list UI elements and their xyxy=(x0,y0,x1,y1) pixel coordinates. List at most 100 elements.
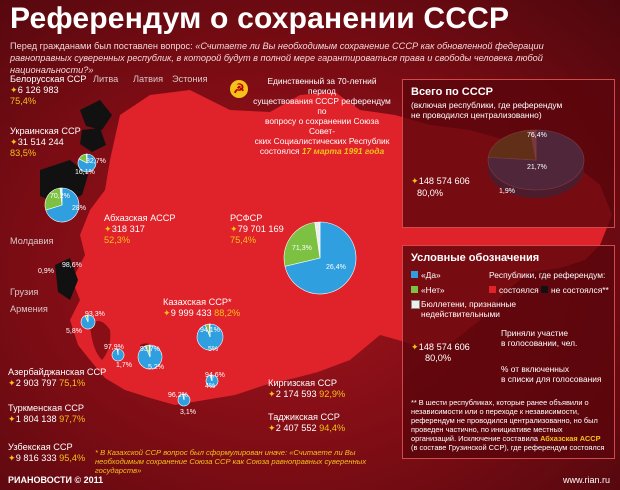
pin-icon: ✦ xyxy=(10,137,18,147)
belarus-yes-label: 82,7% xyxy=(86,158,106,165)
azerbaijan-voters-value: 2 903 797 xyxy=(15,378,57,388)
kyrgyz-pct: 92,9% xyxy=(319,389,346,399)
footer-url[interactable]: www.rian.ru xyxy=(562,475,610,485)
legend-pct-note1: % от включенных xyxy=(501,364,570,374)
center-note-date: 17 марта 1991 года xyxy=(301,146,385,156)
belarus-voters: ✦6 126 983 xyxy=(10,85,86,96)
legend-yes-swatch xyxy=(411,271,418,278)
region-turkmen: Туркменская ССР ✦1 804 138 97,7% xyxy=(8,403,85,425)
total-sub1: (включая республики, где референдум xyxy=(411,100,563,110)
legend-example-pct: 80,0% xyxy=(425,353,452,363)
total-panel: Всего по СССР (включая республики, где р… xyxy=(402,79,615,228)
center-note: Единственный за 70-летний период существ… xyxy=(253,76,391,156)
kazakh-voters-value: 9 999 433 xyxy=(170,308,212,318)
center-note-line1: Единственный за 70-летний период xyxy=(267,76,377,96)
legend-invalid2: недействительными xyxy=(421,309,500,319)
rsfsr-pie-invalid xyxy=(314,221,321,259)
kyrgyz-name: Киргизская ССР xyxy=(268,378,338,388)
legend-example-voters-value: 148 574 606 xyxy=(418,342,470,352)
footer-copyright: РИАНОВОСТИ © 2011 xyxy=(8,475,104,485)
belarus-pie-invalid xyxy=(86,153,88,164)
center-note-prefix: состоялся xyxy=(259,146,302,156)
tajik-no-label: 3,1% xyxy=(180,409,196,416)
page-title: Референдум о сохранении СССР xyxy=(10,2,510,35)
region-kazakh: Казахская ССР* ✦9 999 433 88,2% xyxy=(163,297,240,319)
legend-yes: «Да» xyxy=(421,270,441,280)
kyrgyz-pie-invalid xyxy=(211,374,213,382)
kyrgyz-yes-label: 94,6% xyxy=(205,372,225,379)
center-note-line2: существования СССР референдум по xyxy=(253,96,391,116)
legend-no-swatch xyxy=(411,286,418,293)
ukraine-voters: ✦31 514 244 xyxy=(10,137,81,148)
legend-invalid1: Бюллетени, признанные xyxy=(421,299,517,309)
legend-took-part1: Приняли участие xyxy=(501,328,568,338)
pin-icon: ✦ xyxy=(411,342,419,352)
rsfsr-yes-label: 71,3% xyxy=(292,245,312,252)
center-note-line3: вопросу о сохранении Союза Совет- xyxy=(265,116,379,136)
region-rsfsr: РСФСР ✦79 701 169 75,4% xyxy=(230,213,284,246)
label-lithuania: Литва xyxy=(93,74,119,84)
abkhazia-voters: ✦318 317 xyxy=(104,224,175,235)
ukraine-pie-invalid xyxy=(59,187,63,206)
ukraine-yes-label: 70,2% xyxy=(50,193,70,200)
ukraine-voters-value: 31 514 244 xyxy=(17,137,64,147)
label-armenia: Армения xyxy=(10,304,48,314)
abkhazia-yes-label: 98,6% xyxy=(62,262,82,269)
label-moldova: Молдавия xyxy=(10,236,54,246)
caspian-sea xyxy=(90,321,111,360)
kazakh-no-label: 5% xyxy=(208,346,219,353)
pin-icon: ✦ xyxy=(8,378,16,388)
abkhazia-name: Абхазская АССР xyxy=(104,213,176,223)
region-ukraine: Украинская ССР ✦31 514 244 83,5% xyxy=(10,126,81,159)
uzbek-voters: ✦9 816 333 95,4% xyxy=(8,453,85,464)
uzbek-voters-value: 9 816 333 xyxy=(15,453,57,463)
total-no-label: 21,7% xyxy=(527,164,547,171)
kyrgyz-no-label: 4% xyxy=(205,383,216,390)
azerbaijan-yes-label: 93,3% xyxy=(85,311,105,318)
legend-held-swatch xyxy=(489,286,496,293)
ukraine-pct: 83,5% xyxy=(10,148,37,158)
azerbaijan-voters: ✦2 903 797 75,1% xyxy=(8,378,106,389)
pin-icon: ✦ xyxy=(8,414,16,424)
caucasus-shape xyxy=(55,258,78,300)
pin-icon: ✦ xyxy=(268,389,276,399)
label-latvia: Латвия xyxy=(133,74,164,84)
abkhazia-no-label: 0,9% xyxy=(38,268,54,275)
legend-panel: Условные обозначения «Да» «Нет» Бюллетен… xyxy=(402,245,615,459)
label-georgia: Грузия xyxy=(10,287,39,297)
pin-icon: ✦ xyxy=(163,308,171,318)
ukraine-name: Украинская ССР xyxy=(10,126,81,136)
abkhazia-voters-value: 318 317 xyxy=(111,224,145,234)
turkmen-pct: 97,7% xyxy=(59,414,86,424)
ukraine-no-label: 28% xyxy=(72,205,87,212)
kazakh-note: * В Казахской ССР вопрос был сформулиров… xyxy=(95,448,367,475)
total-title: Всего по СССР xyxy=(411,86,493,98)
pin-icon: ✦ xyxy=(411,176,419,186)
uzbek-no-label: 5,2% xyxy=(148,364,164,371)
question-prefix: Перед гражданами был поставлен вопрос: xyxy=(10,41,196,51)
azerbaijan-name: Азербайджанская ССР xyxy=(8,367,107,377)
turkmen-name: Туркменская ССР xyxy=(8,403,85,413)
turkmen-voters-value: 1 804 138 xyxy=(15,414,57,424)
center-note-line4: ских Социалистических Республик xyxy=(254,136,390,146)
legend-footnote-end: (в составе Грузинской ССР), где референд… xyxy=(411,443,605,452)
azerbaijan-pct: 75,1% xyxy=(59,378,86,388)
kazakh-yes-label: 94,1% xyxy=(200,327,220,334)
legend-title: Условные обозначения xyxy=(411,252,540,264)
total-pct: 80,0% xyxy=(417,188,444,198)
ukraine-pie-no xyxy=(44,187,63,211)
region-belarus: Белорусская ССР ✦6 126 983 75,4% xyxy=(10,74,86,107)
belarus-name: Белорусская ССР xyxy=(10,74,87,84)
region-kyrgyz: Киргизская ССР ✦2 174 593 92,9% xyxy=(268,378,345,400)
legend-pct-note2: в списки для голосования xyxy=(501,374,602,384)
turkmen-voters: ✦1 804 138 97,7% xyxy=(8,414,85,425)
tajik-voters: ✦2 407 552 94,4% xyxy=(268,423,345,434)
total-voters-value: 148 574 606 xyxy=(418,176,470,186)
pin-icon: ✦ xyxy=(230,224,238,234)
ukraine-pie-yes xyxy=(45,187,80,223)
region-azerbaijan: Азербайджанская ССР ✦2 903 797 75,1% xyxy=(8,367,106,389)
abkhazia-pct: 52,3% xyxy=(104,235,131,245)
belarus-pct: 75,4% xyxy=(10,96,37,106)
uzbek-name: Узбекская ССР xyxy=(8,442,73,452)
total-voters: ✦148 574 606 xyxy=(411,176,470,186)
